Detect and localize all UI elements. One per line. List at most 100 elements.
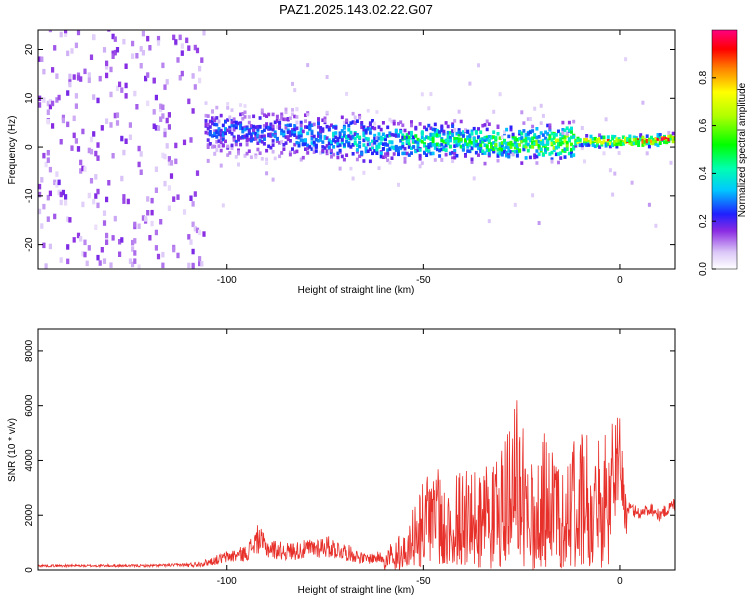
heat-cell [448, 151, 452, 156]
heat-cell [98, 260, 102, 266]
heat-cell [561, 148, 565, 153]
heat-cell [330, 148, 333, 153]
heat-cell [397, 148, 400, 153]
heat-cell [228, 151, 232, 155]
heat-cell [611, 192, 615, 197]
heat-cell [267, 132, 271, 137]
heat-cell [429, 126, 433, 130]
heat-cell [234, 125, 238, 130]
heat-cell [278, 154, 282, 159]
heat-cell [189, 137, 193, 143]
heat-cell [59, 31, 63, 38]
heat-cell [448, 138, 452, 143]
heat-cell [520, 136, 524, 141]
heat-cell [336, 143, 340, 148]
heat-cell [496, 152, 500, 156]
heat-cell [137, 264, 141, 269]
heat-cell [349, 130, 353, 135]
heat-cell [317, 117, 320, 121]
heat-cell [453, 139, 457, 144]
heat-cell [191, 262, 195, 269]
heat-cell [76, 146, 81, 152]
heat-cell [381, 142, 385, 146]
spectrogram-y-tick-label: -20 [24, 237, 35, 252]
heat-cell [492, 109, 496, 114]
heat-cell [310, 137, 314, 141]
heat-cell [308, 121, 312, 125]
heat-cell [362, 133, 366, 138]
heat-cell [124, 138, 128, 144]
heat-cell [204, 130, 208, 135]
heat-cell [167, 205, 171, 211]
heat-cell [580, 126, 584, 130]
heat-cell [79, 159, 83, 166]
heat-cell [362, 125, 366, 129]
heat-cell [102, 258, 107, 264]
heat-cell [457, 130, 461, 134]
heat-cell [386, 125, 390, 130]
heat-cell [567, 120, 571, 125]
heat-cell [639, 137, 643, 142]
heat-cell [265, 122, 269, 126]
heat-cell [167, 112, 171, 118]
heat-cell [241, 112, 245, 116]
heat-cell [585, 143, 589, 147]
heat-cell [397, 182, 400, 187]
heat-cell [208, 131, 212, 136]
heat-cell [239, 126, 243, 131]
heat-cell [433, 158, 437, 162]
heat-cell [273, 134, 277, 139]
heat-cell [537, 152, 541, 157]
heat-cell [288, 133, 292, 138]
heat-cell [570, 142, 573, 147]
heat-cell [362, 159, 366, 163]
heat-cell [40, 56, 44, 62]
heat-cell [286, 123, 290, 128]
heat-cell [260, 157, 264, 161]
heat-cell [507, 146, 511, 150]
heat-cell [624, 57, 628, 62]
heat-cell [647, 144, 651, 149]
heat-cell [526, 132, 530, 136]
heat-cell [604, 142, 608, 146]
heat-cell [410, 120, 413, 124]
heat-cell [541, 138, 545, 143]
heat-cell [219, 136, 223, 141]
heat-cell [286, 130, 290, 135]
heat-cell [51, 67, 55, 73]
heat-cell [580, 146, 584, 151]
heat-cell [401, 144, 405, 149]
heat-cell [617, 142, 621, 146]
heat-cell [606, 139, 610, 143]
heat-cell [410, 146, 413, 150]
heat-cell [284, 126, 288, 130]
heat-cell [427, 123, 431, 128]
heat-cell [554, 145, 558, 150]
heat-cell [284, 135, 288, 139]
heat-cell [128, 134, 132, 140]
heat-cell [440, 142, 444, 147]
heat-cell [431, 143, 435, 147]
heat-cell [308, 145, 312, 149]
heat-cell [297, 141, 301, 146]
heat-cell [608, 168, 612, 173]
heat-cell [76, 232, 81, 239]
heat-cell [59, 139, 63, 145]
heat-cell [61, 189, 65, 196]
heat-cell [321, 118, 325, 122]
heat-cell [656, 137, 660, 141]
heat-cell [275, 137, 279, 141]
heat-cell [557, 138, 560, 143]
heat-cell [585, 138, 589, 142]
heat-cell [226, 102, 230, 106]
heat-cell [252, 124, 256, 129]
heat-cell [237, 121, 240, 126]
heat-cell [347, 134, 351, 138]
heat-cell [342, 143, 346, 147]
heat-cell [412, 145, 416, 149]
heat-cell [258, 134, 262, 139]
heat-cell [269, 127, 273, 131]
heat-cell [347, 123, 351, 128]
heat-cell [299, 157, 303, 162]
heat-cell [466, 149, 470, 153]
